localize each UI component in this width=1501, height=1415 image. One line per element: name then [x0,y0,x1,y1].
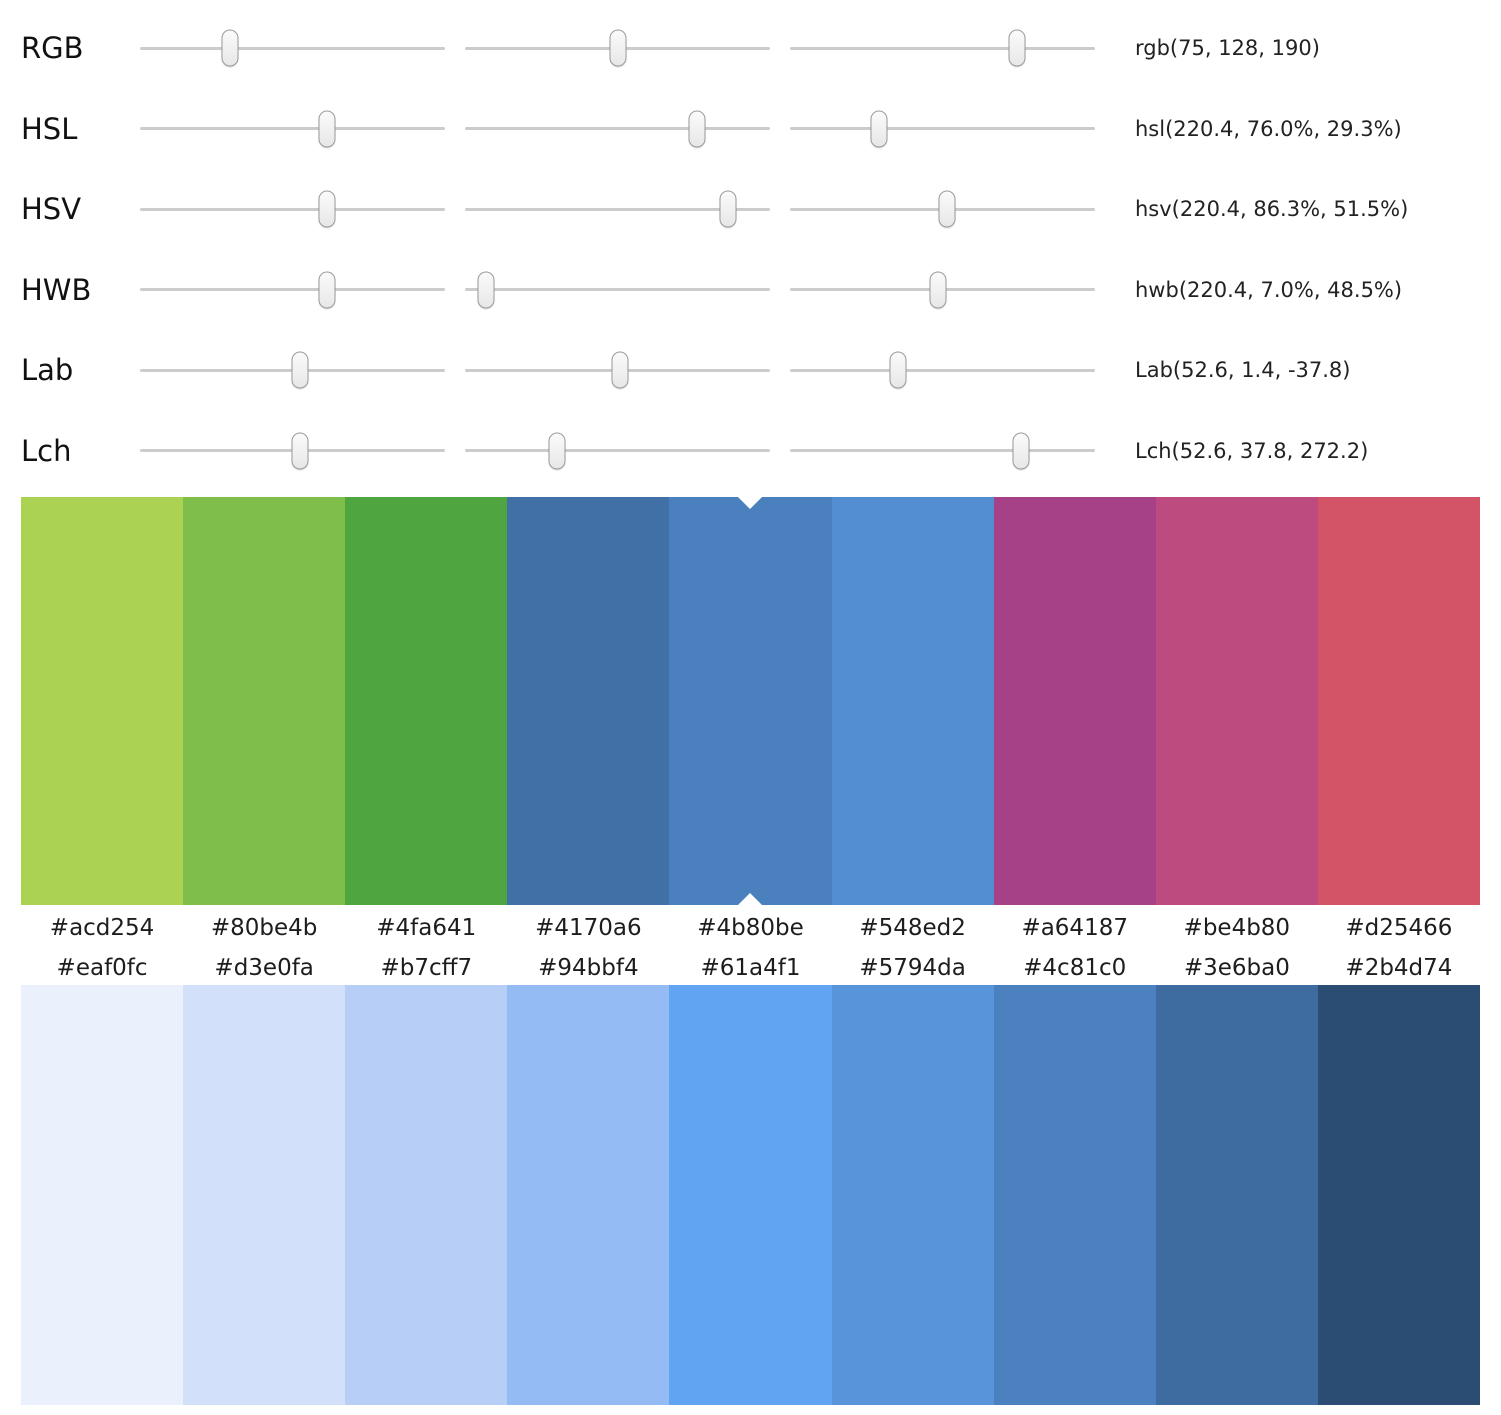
slider-row-lab: Lab Lab(52.6, 1.4, -37.8) [0,330,1501,411]
shade-swatch-6[interactable] [831,985,994,1405]
shade-swatch-5[interactable] [669,985,832,1405]
slider-row-label: Lab [21,353,74,388]
shade-hex-label-7: #4c81c0 [1023,955,1127,981]
slider-value-text: hsl(220.4, 76.0%, 29.3%) [1135,116,1402,141]
slider-track-lch-1[interactable] [140,428,445,474]
palette-swatch-5[interactable] [669,484,832,918]
slider-row-label: HSL [21,111,78,146]
slider-panel: RGB rgb(75, 128, 190) HSL hsl(220.4, 76.0%,… [0,0,1501,491]
palette-hex-label-2: #80be4b [210,915,318,941]
shades-band [21,985,1480,1405]
shade-swatch-2[interactable] [183,985,346,1405]
slider-thumb-lab-3[interactable] [889,351,907,389]
slider-thumb-lab-1[interactable] [291,351,309,389]
palette-hex-label-8: #be4b80 [1183,915,1291,941]
palette-band [21,484,1480,918]
palette-hex-label-3: #4fa641 [376,915,477,941]
shade-swatch-9[interactable] [1317,985,1480,1405]
slider-track-hsv-2[interactable] [465,186,770,232]
palette-hex-label-5: #4b80be [697,915,804,941]
slider-track-hsl-1[interactable] [140,106,445,152]
slider-track-rgb-3[interactable] [790,25,1095,71]
slider-value-text: Lab(52.6, 1.4, -37.8) [1135,358,1351,383]
palette-swatch-4[interactable] [507,497,670,905]
slider-thumb-hwb-3[interactable] [929,271,947,309]
palette-hex-label-6: #548ed2 [859,915,966,941]
palette-hex-labels: #acd254 #80be4b #4fa641 #4170a6 #4b80be #548e… [21,905,1480,951]
palette-section: #acd254 #80be4b #4fa641 #4170a6 #4b80be #548e… [21,484,1480,1405]
slider-thumb-rgb-3[interactable] [1008,29,1026,67]
slider-track-lab-1[interactable] [140,347,445,393]
palette-hex-label-4: #4170a6 [535,915,642,941]
slider-track-hwb-1[interactable] [140,267,445,313]
shade-swatch-7[interactable] [993,985,1156,1405]
slider-row-label: HWB [21,272,92,307]
slider-track-lch-2[interactable] [465,428,770,474]
slider-row-label: RGB [21,31,84,66]
palette-swatch-7[interactable] [993,497,1156,905]
slider-thumb-hsl-1[interactable] [318,110,336,148]
palette-swatch-2[interactable] [183,497,346,905]
slider-thumb-hsl-3[interactable] [870,110,888,148]
slider-track-hwb-3[interactable] [790,267,1095,313]
slider-thumb-lch-2[interactable] [548,432,565,470]
slider-row-rgb: RGB rgb(75, 128, 190) [0,8,1501,89]
palette-swatch-8[interactable] [1155,497,1318,905]
shade-swatch-3[interactable] [345,985,508,1405]
slider-track-rgb-1[interactable] [140,25,445,71]
slider-track-lab-2[interactable] [465,347,770,393]
shade-hex-label-1: #eaf0fc [56,955,148,981]
shade-swatch-1[interactable] [21,985,184,1405]
shade-hex-label-5: #61a4f1 [700,955,801,981]
palette-swatch-3[interactable] [345,497,508,905]
shade-hex-label-4: #94bbf4 [538,955,639,981]
slider-row-lch: Lch Lch(52.6, 37.8, 272.2) [0,411,1501,492]
slider-thumb-hwb-1[interactable] [318,271,336,309]
slider-row-hsl: HSL hsl(220.4, 76.0%, 29.3%) [0,89,1501,170]
palette-swatch-1[interactable] [21,497,184,905]
slider-thumb-lch-3[interactable] [1012,432,1030,470]
shade-hex-label-3: #b7cff7 [380,955,473,981]
shades-hex-labels: #eaf0fc #d3e0fa #b7cff7 #94bbf4 #61a4f1 #5794… [21,951,1480,985]
shade-swatch-8[interactable] [1155,985,1318,1405]
shade-swatch-4[interactable] [507,985,670,1405]
slider-thumb-rgb-1[interactable] [221,29,239,67]
palette-hex-label-1: #acd254 [49,915,155,941]
shade-hex-label-9: #2b4d74 [1345,955,1453,981]
slider-thumb-lab-2[interactable] [611,351,629,389]
slider-track-hsl-3[interactable] [790,106,1095,152]
slider-thumb-lch-1[interactable] [291,432,309,470]
shade-hex-label-2: #d3e0fa [214,955,314,981]
slider-row-label: Lch [21,433,72,468]
slider-thumb-hsv-3[interactable] [938,190,956,228]
slider-track-hsl-2[interactable] [465,106,770,152]
slider-thumb-hsv-1[interactable] [318,190,336,228]
slider-track-rgb-2[interactable] [465,25,770,71]
slider-track-lch-3[interactable] [790,428,1095,474]
shade-hex-label-6: #5794da [859,955,966,981]
slider-track-hwb-2[interactable] [465,267,770,313]
slider-thumb-hsv-2[interactable] [719,190,737,228]
palette-hex-label-9: #d25466 [1345,915,1453,941]
slider-value-text: hwb(220.4, 7.0%, 48.5%) [1135,277,1403,302]
slider-value-text: hsv(220.4, 86.3%, 51.5%) [1135,197,1409,222]
slider-track-hsv-1[interactable] [140,186,445,232]
shade-hex-label-8: #3e6ba0 [1183,955,1290,981]
slider-track-lab-3[interactable] [790,347,1095,393]
slider-row-hsv: HSV hsv(220.4, 86.3%, 51.5%) [0,169,1501,250]
slider-value-text: rgb(75, 128, 190) [1135,36,1320,61]
palette-swatch-6[interactable] [831,497,994,905]
slider-thumb-hwb-2[interactable] [477,271,495,309]
slider-row-hwb: HWB hwb(220.4, 7.0%, 48.5%) [0,250,1501,331]
slider-thumb-rgb-2[interactable] [609,29,627,67]
slider-thumb-hsl-2[interactable] [688,110,706,148]
palette-swatch-9[interactable] [1317,497,1480,905]
palette-hex-label-7: #a64187 [1021,915,1128,941]
slider-track-hsv-3[interactable] [790,186,1095,232]
slider-value-text: Lch(52.6, 37.8, 272.2) [1135,438,1369,463]
slider-row-label: HSV [21,192,82,227]
